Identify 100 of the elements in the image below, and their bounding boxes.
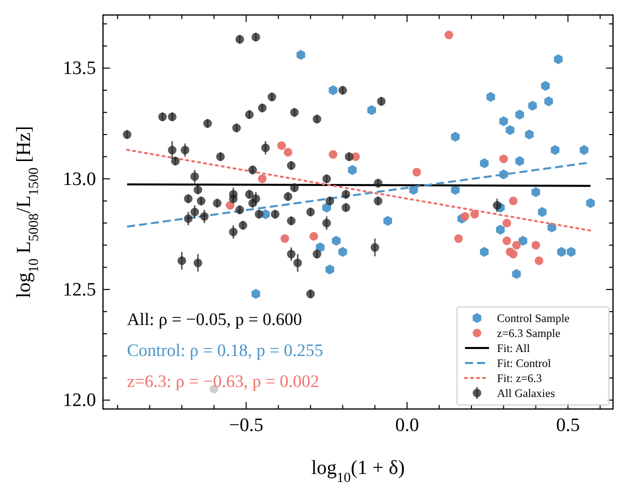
point bbox=[258, 174, 267, 184]
y-tick-label: 12.5 bbox=[62, 279, 96, 300]
point bbox=[190, 208, 200, 216]
point bbox=[200, 212, 209, 221]
point bbox=[216, 152, 225, 161]
point bbox=[534, 256, 544, 265]
point bbox=[194, 186, 202, 194]
point bbox=[158, 112, 167, 122]
legend-label: All Galaxies bbox=[497, 388, 556, 400]
point bbox=[326, 196, 334, 206]
point bbox=[554, 54, 563, 64]
point bbox=[178, 256, 186, 265]
point bbox=[370, 243, 380, 252]
point bbox=[338, 86, 348, 95]
point bbox=[168, 146, 176, 154]
legend-label: Fit: Control bbox=[497, 358, 551, 370]
point bbox=[122, 130, 132, 139]
point bbox=[286, 161, 296, 170]
point bbox=[502, 236, 512, 246]
point bbox=[544, 96, 553, 106]
point bbox=[229, 228, 238, 236]
point bbox=[268, 92, 276, 102]
x-tick-label: −0.5 bbox=[228, 415, 264, 436]
point bbox=[194, 258, 202, 268]
point bbox=[518, 236, 528, 246]
point bbox=[460, 212, 470, 221]
point bbox=[480, 246, 489, 257]
point bbox=[235, 205, 244, 214]
point bbox=[296, 50, 306, 60]
point bbox=[332, 236, 341, 246]
point bbox=[212, 198, 222, 208]
point bbox=[312, 250, 322, 258]
point bbox=[238, 220, 248, 230]
point bbox=[203, 119, 212, 128]
point bbox=[515, 156, 524, 166]
point bbox=[184, 214, 193, 223]
point bbox=[322, 174, 331, 184]
point bbox=[548, 222, 556, 232]
point bbox=[531, 187, 540, 198]
point bbox=[342, 203, 350, 212]
point bbox=[328, 150, 338, 159]
point bbox=[344, 152, 354, 161]
point bbox=[383, 216, 392, 226]
point bbox=[515, 110, 524, 120]
point bbox=[284, 148, 292, 157]
point bbox=[322, 202, 331, 213]
point bbox=[309, 232, 318, 241]
point bbox=[322, 218, 331, 228]
point bbox=[290, 183, 299, 192]
point bbox=[168, 112, 176, 122]
point bbox=[254, 210, 264, 219]
point bbox=[316, 242, 325, 252]
point bbox=[538, 207, 547, 217]
point bbox=[586, 198, 595, 208]
point bbox=[284, 192, 292, 201]
point bbox=[290, 108, 299, 117]
point bbox=[171, 156, 180, 166]
point bbox=[277, 141, 286, 150]
point bbox=[338, 246, 348, 257]
point bbox=[258, 104, 267, 112]
point bbox=[377, 97, 386, 106]
point bbox=[248, 166, 257, 174]
point bbox=[512, 268, 521, 279]
y-tick-label: 13.0 bbox=[62, 168, 96, 190]
annotation: z=6.3: ρ = −0.63, p = 0.002 bbox=[127, 371, 320, 391]
point bbox=[245, 110, 254, 119]
point bbox=[190, 172, 200, 181]
point bbox=[348, 164, 357, 175]
point bbox=[444, 30, 454, 40]
point bbox=[235, 35, 244, 44]
point bbox=[412, 168, 422, 176]
point bbox=[280, 234, 290, 243]
legend-label: z=6.3 Sample bbox=[497, 328, 560, 340]
point bbox=[506, 125, 514, 136]
point bbox=[342, 190, 350, 199]
annotation: Control: ρ = 0.18, p = 0.255 bbox=[127, 340, 324, 360]
point bbox=[196, 196, 206, 206]
point bbox=[557, 246, 566, 257]
x-tick-label: 0.5 bbox=[556, 415, 580, 436]
point bbox=[374, 196, 382, 206]
point bbox=[499, 154, 508, 164]
point bbox=[286, 216, 296, 226]
point bbox=[374, 178, 382, 188]
point bbox=[566, 246, 576, 257]
y-tick-label: 12.0 bbox=[62, 390, 96, 412]
point bbox=[502, 218, 512, 228]
point bbox=[270, 210, 280, 219]
point bbox=[508, 196, 518, 206]
annotation: All: ρ = −0.05, p = 0.600 bbox=[127, 309, 302, 329]
point bbox=[293, 258, 302, 268]
point bbox=[454, 234, 463, 243]
point bbox=[580, 145, 588, 156]
point bbox=[508, 250, 518, 258]
point bbox=[512, 240, 521, 250]
point bbox=[486, 92, 496, 102]
point bbox=[326, 264, 334, 275]
point bbox=[525, 130, 534, 140]
point bbox=[261, 144, 270, 152]
legend-label: Fit: z=6.3 bbox=[497, 373, 542, 385]
point bbox=[531, 240, 540, 250]
